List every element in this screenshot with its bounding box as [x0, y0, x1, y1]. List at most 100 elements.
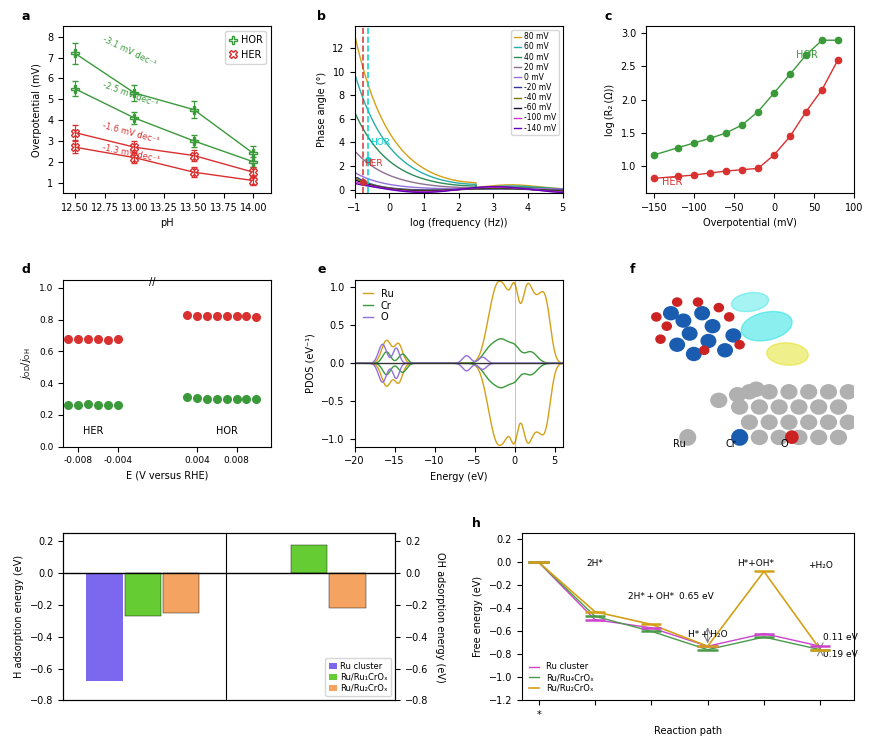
Legend: Ru, Cr, O: Ru, Cr, O: [359, 285, 398, 327]
-20 mV: [553, 186, 563, 195]
0 mV: [553, 184, 563, 193]
Ru: [512, 288, 522, 297]
Text: HER: HER: [662, 177, 682, 187]
Text: b: b: [317, 10, 326, 22]
-60 mV: [350, 175, 360, 184]
Ru: [371, 357, 381, 366]
Text: -1.3 mV dec⁻¹: -1.3 mV dec⁻¹: [101, 143, 160, 164]
X-axis label: E (V versus RHE): E (V versus RHE): [126, 471, 208, 481]
Circle shape: [840, 415, 856, 429]
Circle shape: [694, 298, 703, 306]
Circle shape: [752, 431, 767, 444]
-140 mV: [418, 188, 428, 197]
-40 mV: [473, 184, 484, 193]
Cr: [371, 359, 381, 368]
0 mV: [473, 184, 484, 193]
Cr: [557, 359, 568, 368]
-140 mV: [557, 188, 568, 197]
60 mV: [350, 68, 360, 77]
O: [492, 359, 503, 368]
Circle shape: [811, 400, 827, 414]
Text: 0.65 eV: 0.65 eV: [680, 592, 714, 601]
Ru cluster: [759, 629, 769, 638]
Cr: [492, 336, 503, 345]
-20 mV: [557, 186, 568, 195]
Text: HOR: HOR: [371, 138, 390, 147]
Y-axis label: OH adsorption energy (eV): OH adsorption energy (eV): [435, 551, 445, 682]
Ru/Ru₂CrOₓ: [703, 642, 713, 651]
Y-axis label: Overpotential (mV): Overpotential (mV): [32, 63, 41, 157]
-100 mV: [519, 184, 530, 193]
Ru cluster: [815, 642, 825, 651]
Ru: [350, 359, 360, 368]
Line: Ru cluster: Ru cluster: [539, 562, 820, 646]
Cr: [434, 359, 444, 368]
O: [442, 359, 452, 368]
Ru/Ru₄CrOₓ: [533, 558, 544, 567]
Text: HER: HER: [82, 426, 103, 436]
X-axis label: pH: pH: [160, 219, 174, 228]
Ru: [428, 359, 439, 368]
Circle shape: [735, 341, 745, 349]
-60 mV: [449, 185, 460, 194]
60 mV: [462, 180, 472, 189]
X-axis label: Energy (eV): Energy (eV): [430, 472, 487, 482]
Ru cluster: [533, 558, 544, 567]
O: [371, 354, 381, 363]
X-axis label: Overpotential (mV): Overpotential (mV): [703, 219, 797, 228]
-40 mV: [519, 185, 530, 194]
Circle shape: [811, 431, 827, 444]
Y-axis label: Free energy (eV): Free energy (eV): [473, 576, 483, 658]
-140 mV: [449, 186, 460, 195]
Circle shape: [711, 393, 727, 407]
Cr: [512, 342, 522, 351]
Ru/Ru₄CrOₓ: [646, 627, 656, 636]
Circle shape: [714, 303, 724, 312]
Circle shape: [676, 314, 690, 327]
Circle shape: [791, 431, 807, 444]
Text: H* + H₂O: H* + H₂O: [688, 630, 727, 639]
-40 mV: [557, 187, 568, 195]
40 mV: [553, 184, 563, 193]
Circle shape: [662, 322, 671, 330]
O: [516, 359, 526, 368]
Text: 2H*: 2H*: [587, 559, 604, 568]
Text: 2H* + OH*: 2H* + OH*: [628, 592, 675, 601]
Bar: [329, 573, 365, 608]
Ru/Ru₄CrOₓ: [815, 645, 825, 654]
Text: ●: ●: [730, 425, 749, 446]
Ru cluster: [646, 623, 656, 632]
Y-axis label: Phase angle (°): Phase angle (°): [317, 72, 327, 148]
Ellipse shape: [741, 312, 792, 341]
Circle shape: [752, 400, 767, 414]
0 mV: [350, 168, 360, 177]
Line: 60 mV: 60 mV: [355, 73, 562, 189]
20 mV: [473, 184, 484, 193]
Circle shape: [821, 385, 837, 399]
Circle shape: [840, 385, 856, 399]
60 mV: [557, 184, 568, 193]
0 mV: [462, 184, 472, 193]
20 mV: [449, 183, 460, 192]
Ru/Ru₄CrOₓ: [759, 633, 769, 642]
Circle shape: [656, 335, 665, 343]
Bar: [132, 272, 182, 455]
80 mV: [462, 178, 472, 187]
-140 mV: [553, 188, 563, 197]
Line: 40 mV: 40 mV: [355, 112, 562, 189]
-40 mV: [350, 173, 360, 182]
40 mV: [519, 183, 530, 192]
Circle shape: [830, 400, 846, 414]
-100 mV: [473, 184, 484, 192]
Text: -3.1 mV dec⁻¹: -3.1 mV dec⁻¹: [101, 35, 158, 69]
Ru: [557, 359, 568, 368]
Circle shape: [771, 400, 787, 414]
Circle shape: [748, 382, 764, 396]
-140 mV: [350, 179, 360, 188]
Circle shape: [724, 313, 734, 321]
Text: a: a: [21, 10, 30, 22]
Circle shape: [670, 339, 684, 351]
Circle shape: [821, 415, 837, 429]
O: [512, 359, 522, 368]
Text: Ru: Ru: [673, 439, 686, 449]
